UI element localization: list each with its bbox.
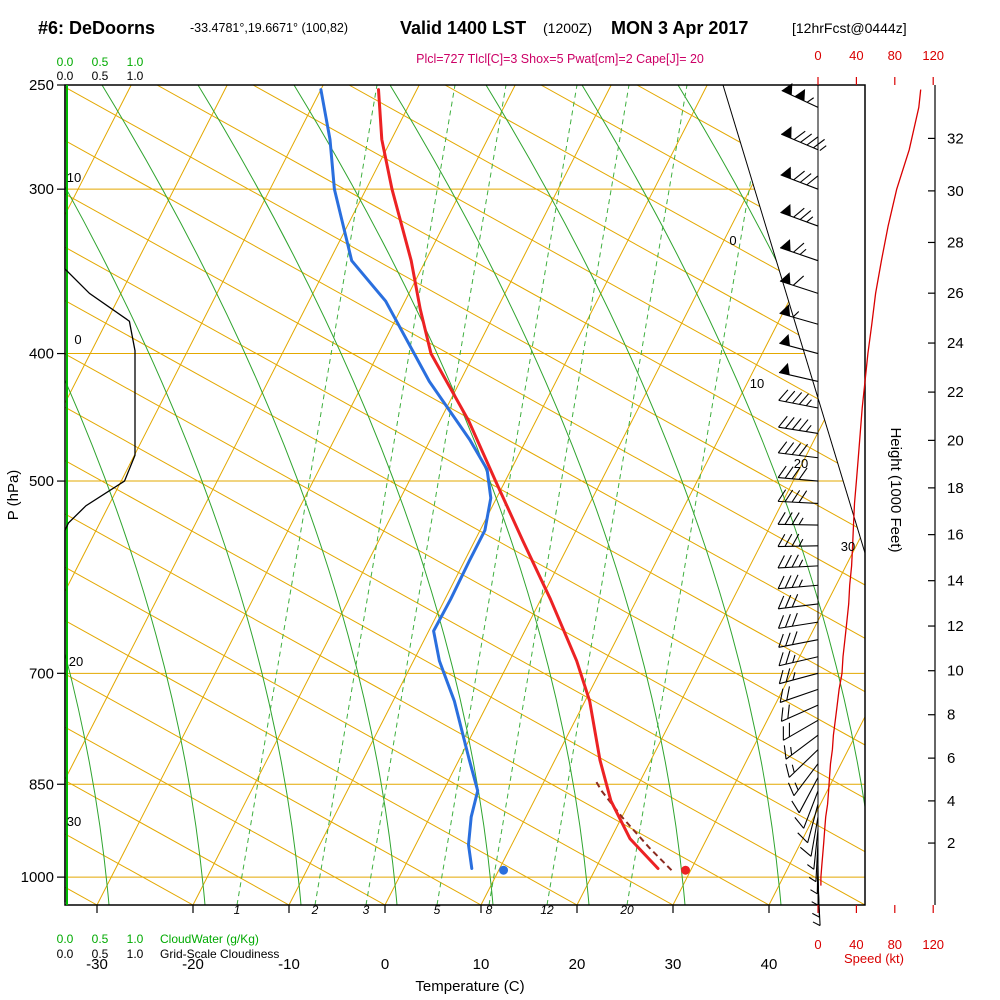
speed-tick-label-top: 0 [814, 48, 821, 63]
speed-tick-label-bottom: 0 [814, 937, 821, 952]
zulu-time-label: (1200Z) [543, 20, 592, 36]
height-tick-label: 28 [947, 234, 964, 251]
title-bar: #6: DeDoorns -33.4781°,19.6671° (100,82)… [38, 18, 907, 66]
left-edge-grid-label: 20 [69, 654, 83, 669]
parcel-path-curve [594, 778, 673, 871]
axis-titles: P (hPa) Temperature (C) Height (1000 Fee… [5, 427, 904, 995]
mixing-ratio-label: 3 [363, 903, 370, 917]
cloudiness-scale-bottom: 0.5 [92, 947, 109, 961]
left-edge-grid-label: 30 [67, 814, 81, 829]
speed-tick-label-bottom: 120 [922, 937, 944, 952]
isotherm-label: 10 [750, 376, 764, 391]
pressure-tick-label: 700 [29, 665, 54, 682]
cloudwater-scale-bottom: 0.5 [92, 932, 109, 946]
height-tick-label: 6 [947, 750, 955, 767]
left-edge-grid-label: 10 [67, 170, 81, 185]
pressure-tick-label: 400 [29, 346, 54, 363]
dewpoint-curve [319, 88, 493, 870]
cloudwater-scale-top: 0.0 [57, 55, 74, 69]
background-grid [65, 85, 865, 905]
height-tick-label: 16 [947, 527, 964, 544]
height-tick-label: 30 [947, 183, 964, 200]
pressure-axis-label: P (hPa) [5, 470, 22, 521]
plot-frame [64, 84, 866, 906]
sounding-profiles [64, 85, 691, 905]
cloudiness-scale-top: 0.0 [57, 69, 74, 83]
temperature-tick-label: -30 [86, 956, 108, 973]
mixing-ratio-label: 12 [540, 903, 554, 917]
cloudiness-scale-top: 0.5 [92, 69, 109, 83]
grid-scale-cloudiness-curve [64, 85, 136, 903]
height-tick-label: 20 [947, 432, 964, 449]
cloudiness-scale-top: 1.0 [127, 69, 144, 83]
speed-tick-label-top: 80 [888, 48, 902, 63]
cloudwater-scale-bottom: 1.0 [127, 932, 144, 946]
height-tick-label: 4 [947, 793, 955, 810]
pressure-tick-label: 300 [29, 181, 54, 198]
mixing-ratio-label: 5 [434, 903, 441, 917]
left-edge-grid-label: 0 [74, 332, 81, 347]
temperature-axis-label: Temperature (C) [415, 978, 524, 995]
sounding-indices-line: Plcl=727 Tlcl[C]=3 Shox=5 Pwat[cm]=2 Cap… [416, 52, 704, 66]
mixing-ratio-label: 8 [486, 903, 493, 917]
cloudiness-legend-label: Grid-Scale Cloudiness [160, 947, 279, 961]
station-title: #6: DeDoorns [38, 18, 155, 38]
temperature-tick-label: 0 [381, 956, 389, 973]
upper-right-cut-line [722, 84, 866, 554]
cloudwater-legend-label: CloudWater (g/Kg) [160, 932, 259, 946]
wind-barbs-panel [777, 83, 922, 927]
temperature-tick-label: -10 [278, 956, 300, 973]
mixing-ratio-label: 20 [619, 903, 634, 917]
temperature-tick-label: 40 [761, 956, 778, 973]
isotherm-label: 20 [794, 456, 808, 471]
height-tick-label: 26 [947, 285, 964, 302]
isotherm-label: 0 [729, 233, 736, 248]
height-tick-label: 18 [947, 480, 964, 497]
forecast-tag: [12hrFcst@0444z] [792, 20, 907, 36]
temperature-tick-label: 20 [569, 956, 586, 973]
temperature-tick-label: 10 [473, 956, 490, 973]
temperature-tick-label: -20 [182, 956, 204, 973]
speed-tick-label-top: 120 [922, 48, 944, 63]
pressure-tick-label: 1000 [21, 869, 54, 886]
cloudiness-scale-bottom: 0.0 [57, 947, 74, 961]
height-tick-label: 10 [947, 663, 964, 680]
cloudwater-scale-top: 0.5 [92, 55, 109, 69]
speed-tick-label-bottom: 40 [849, 937, 863, 952]
cloudiness-scale-bottom: 1.0 [127, 947, 144, 961]
height-tick-label: 2 [947, 835, 955, 852]
speed-tick-label-top: 40 [849, 48, 863, 63]
speed-tick-label-bottom: 80 [888, 937, 902, 952]
height-tick-label: 14 [947, 573, 964, 590]
temperature-tick-label: 30 [665, 956, 682, 973]
temperature-curve [377, 88, 660, 870]
height-axis-label: Height (1000 Feet) [887, 427, 904, 552]
cloudwater-scale-bottom: 0.0 [57, 932, 74, 946]
isotherm-label: 30 [841, 539, 855, 554]
pressure-tick-label: 500 [29, 473, 54, 490]
surface-dewpoint-dot [499, 865, 509, 875]
mixing-ratio-label: 1 [234, 903, 241, 917]
height-tick-label: 8 [947, 707, 955, 724]
cloudwater-scale-top: 1.0 [127, 55, 144, 69]
mixing-ratio-label: 2 [311, 903, 319, 917]
surface-temperature-dot [681, 865, 691, 875]
pressure-tick-label: 850 [29, 776, 54, 793]
speed-axis-label: Speed (kt) [844, 951, 904, 966]
height-tick-label: 22 [947, 384, 964, 401]
height-tick-label: 24 [947, 335, 964, 352]
station-coords: -33.4781°,19.6671° (100,82) [190, 21, 348, 35]
valid-time-label: Valid 1400 LST [400, 18, 526, 38]
wind-speed-curve [820, 89, 922, 886]
valid-date-label: MON 3 Apr 2017 [611, 18, 748, 38]
height-tick-label: 32 [947, 130, 964, 147]
height-tick-label: 12 [947, 618, 964, 635]
pressure-tick-label: 250 [29, 77, 54, 94]
